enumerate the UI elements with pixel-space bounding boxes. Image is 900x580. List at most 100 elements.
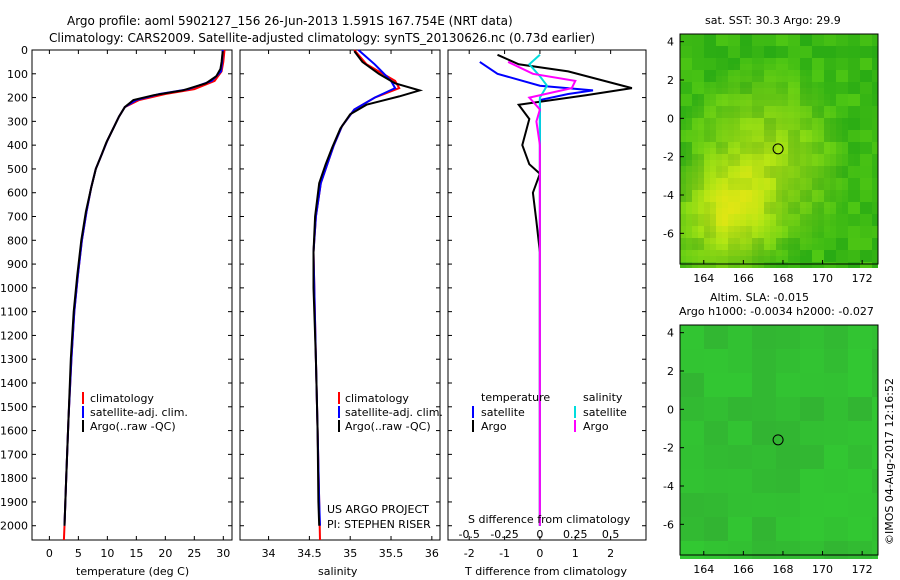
depth-tick-label: 1700 [0, 448, 28, 461]
sst-map-argo-marker [772, 143, 784, 155]
s-diff-tick-label: 0.5 [602, 528, 620, 541]
sla-map-xtick-label: 166 [733, 563, 754, 576]
depth-tick-label: 1100 [0, 306, 28, 319]
title-line1: Argo profile: aoml 5902127_156 26-Jun-20… [67, 14, 513, 28]
legend-satellite-adj: satellite-adj. clim. [90, 406, 188, 419]
project-credit: US ARGO PROJECT [327, 503, 429, 516]
difference-series-temperature-argo [497, 53, 633, 526]
salinity-series-climatology [312, 49, 401, 541]
depth-tick-label: 500 [7, 163, 28, 176]
depth-tick-label: 900 [7, 258, 28, 271]
salinity-xtick-label: 35.5 [379, 547, 404, 560]
sst-map-ytick-label: 4 [667, 36, 674, 49]
sla-map-ytick-label: -6 [663, 518, 674, 531]
legend-t-satellite: satellite [481, 406, 525, 419]
depth-tick-label: 800 [7, 234, 28, 247]
difference-xtick-label: 1 [572, 547, 579, 560]
salinity-xtick-label: 35 [343, 547, 357, 560]
s-diff-tick-label: -0.5 [458, 528, 479, 541]
temperature-xtick-label: 15 [129, 547, 143, 560]
depth-tick-label: 1400 [0, 377, 28, 390]
difference-series-salinity-argo [507, 60, 577, 526]
temperature-xtick-label: 0 [46, 547, 53, 560]
temperature-legend: climatology satellite-adj. clim. Argo(..… [82, 392, 188, 433]
sst-map: 164 166 168 170 172 4 2 0 -2 -4 -6 [663, 33, 879, 285]
depth-tick-label: 1500 [0, 401, 28, 414]
salinity-xlabel: salinity [318, 565, 358, 578]
salinity-series-argo-raw-qc- [312, 50, 424, 526]
sst-map-title: sat. SST: 30.3 Argo: 29.9 [705, 14, 841, 27]
temperature-plot-frame [31, 49, 233, 541]
sla-map-xtick-label: 168 [772, 563, 793, 576]
sst-map-xtick-label: 170 [812, 272, 833, 285]
legend-satellite-adj: satellite-adj. clim. [345, 406, 443, 419]
legend-s-argo: Argo [583, 420, 609, 433]
legend-climatology: climatology [90, 392, 154, 405]
sst-map-xtick-label: 164 [693, 272, 714, 285]
sla-map-xtick-label: 164 [693, 563, 714, 576]
sla-map-ytick-label: -4 [663, 480, 674, 493]
difference-plot-frame [447, 49, 647, 541]
legend-temperature-title: temperature [481, 391, 550, 404]
salinity-xtick-label: 34.5 [297, 547, 322, 560]
depth-tick-label: 2000 [0, 520, 28, 533]
depth-tick-label: 100 [7, 68, 28, 81]
sla-map-title2: Argo h1000: -0.0034 h2000: -0.027 [679, 305, 874, 318]
legend-salinity-title: salinity [583, 391, 623, 404]
legend-argo: Argo(..raw -QC) [345, 420, 431, 433]
depth-tick-label: 400 [7, 139, 28, 152]
depth-tick-label: 1000 [0, 282, 28, 295]
sst-map-ytick-label: -4 [663, 189, 674, 202]
s-diff-tick-label: -0.25 [490, 528, 518, 541]
depth-tick-label: 1800 [0, 472, 28, 485]
difference-xtick-label: 0 [536, 547, 543, 560]
difference-xtick-label: 2 [607, 547, 614, 560]
sla-map-xtick-label: 170 [812, 563, 833, 576]
legend-climatology: climatology [345, 392, 409, 405]
sst-map-xtick-label: 166 [733, 272, 754, 285]
sla-map-ytick-label: 4 [667, 327, 674, 340]
sst-map-ytick-label: 0 [667, 112, 674, 125]
salinity-xtick-label: 36 [425, 547, 439, 560]
difference-legend: temperature salinity satellite Argo sate… [472, 391, 627, 433]
sla-map-ytick-label: 0 [667, 403, 674, 416]
sla-map-frame [679, 324, 879, 556]
salinity-series-satellite-adj-clim- [312, 49, 397, 526]
salinity-legend: climatology satellite-adj. clim. Argo(..… [338, 392, 443, 433]
difference-xtick-label: -1 [499, 547, 510, 560]
depth-tick-label: 1300 [0, 353, 28, 366]
depth-tick-label: 1900 [0, 496, 28, 509]
legend-argo: Argo(..raw -QC) [90, 420, 176, 433]
difference-series-salinity-satellite [527, 54, 549, 526]
difference-series-temperature-satellite [479, 61, 594, 526]
sla-map-title: Altim. SLA: -0.015 [710, 291, 809, 304]
temperature-xlabel: temperature (deg C) [76, 565, 189, 578]
salinity-chart: 34 34.5 35 35.5 36 [240, 49, 440, 560]
s-diff-label: S difference from climatology [468, 513, 631, 526]
title-line2: Climatology: CARS2009. Satellite-adjuste… [49, 31, 595, 45]
legend-t-argo: Argo [481, 420, 507, 433]
difference-chart: -2 -1 0 1 2 -0.5 -0.25 0 0.25 0.5 [448, 49, 646, 560]
difference-xtick-label: -2 [464, 547, 475, 560]
sla-map-ytick-label: -2 [663, 442, 674, 455]
temperature-xtick-label: 10 [100, 547, 114, 560]
temperature-series-satellite-adj-clim- [63, 49, 224, 526]
depth-tick-label: 1200 [0, 329, 28, 342]
salinity-plot-frame [239, 49, 441, 541]
sla-map: 164 166 168 170 172 4 2 0 -2 -4 -6 [663, 324, 879, 576]
depth-tick-label: 600 [7, 187, 28, 200]
sla-map-xtick-label: 172 [852, 563, 873, 576]
sst-map-ytick-label: 2 [667, 74, 674, 87]
depth-axis: 0 100 200 300 400 500 600 700 800 900 1000 1100 1200… [0, 44, 28, 533]
depth-tick-label: 700 [7, 211, 28, 224]
depth-tick-label: 1600 [0, 425, 28, 438]
sst-map-xtick-label: 172 [852, 272, 873, 285]
sst-map-frame [679, 33, 879, 265]
salinity-xtick-label: 34 [262, 547, 276, 560]
sla-map-argo-marker [772, 434, 784, 446]
sla-map-ytick-label: 2 [667, 365, 674, 378]
sst-map-xtick-label: 168 [772, 272, 793, 285]
pi-credit: PI: STEPHEN RISER [327, 518, 431, 531]
temperature-xtick-label: 20 [158, 547, 172, 560]
